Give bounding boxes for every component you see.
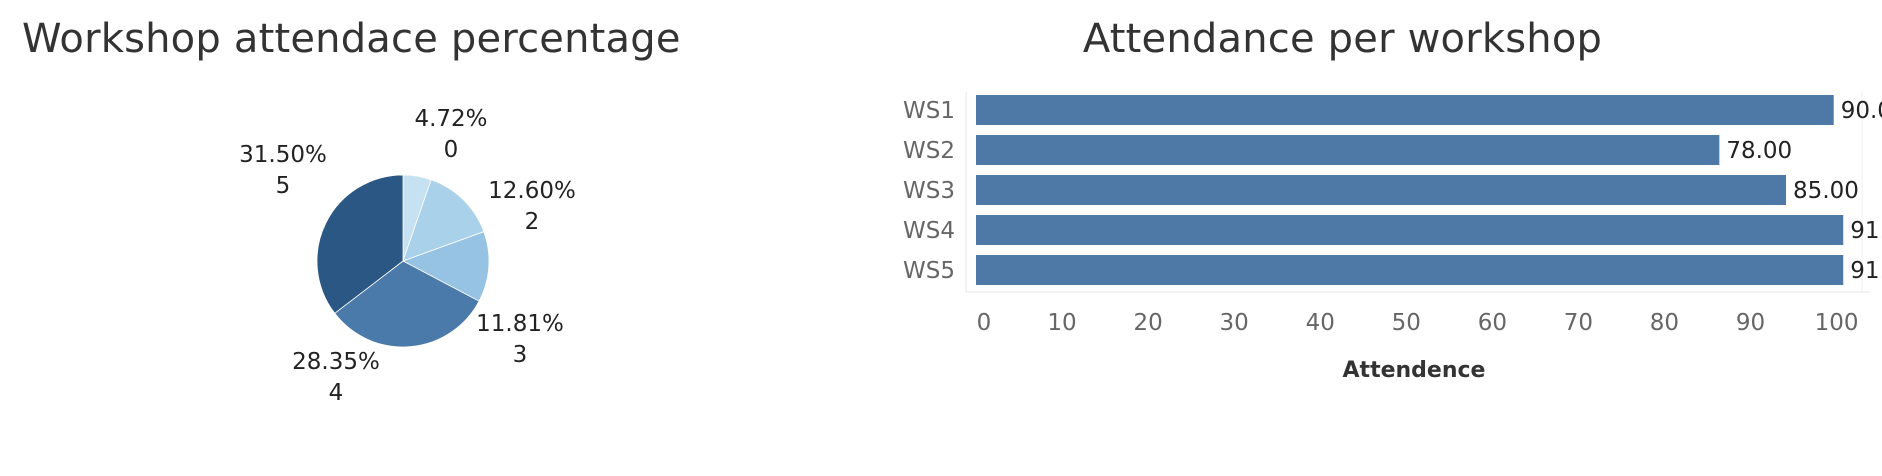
x-tick-label: 30 [1220,310,1249,336]
pie-slice-percent-label: 12.60% [488,178,576,204]
pie-slice-percent-label: 11.81% [476,311,564,337]
pie-slice-percent-label: 31.50% [239,142,327,168]
x-tick-label: 0 [977,310,992,336]
x-axis-title: Attendence [1343,358,1486,383]
x-tick-label: 70 [1564,310,1593,336]
pie-slice-5[interactable] [316,174,404,314]
bar-value-label: 78.00 [1726,138,1792,164]
bar-value-label: 85.00 [1793,178,1859,204]
x-tick-label: 60 [1478,310,1507,336]
bar-ws4[interactable] [976,215,1844,245]
pie-slice-category-label: 3 [513,342,528,368]
pie-slice-2[interactable] [402,179,485,262]
bar-ws5[interactable] [976,255,1844,285]
x-tick-label: 20 [1133,310,1162,336]
pie-slice-category-label: 5 [276,173,291,199]
y-category-label: WS1 [903,98,955,124]
pie-slice-4[interactable] [334,260,480,348]
pie-slice-category-label: 4 [329,380,344,406]
pie-chart-title: Workshop attendace percentage [22,16,681,62]
x-tick-label: 100 [1815,310,1859,336]
pie-slice-category-label: 0 [444,137,459,163]
x-tick-label: 10 [1047,310,1076,336]
bar-ws3[interactable] [976,175,1787,205]
pie-slice-category-label: 2 [525,209,540,235]
bar-ws2[interactable] [976,135,1720,165]
pie-slice-percent-label: 28.35% [292,349,380,375]
bar-value-label: 91.00 [1850,258,1882,284]
bar-value-label: 90.00 [1841,98,1882,124]
bar-chart: WS1 90.00 WS2 78.00 WS3 85.00 WS4 91.00 WS5 91.00… [903,92,1882,383]
bar-chart-title: Attendance per workshop [1082,16,1603,62]
x-tick-label: 90 [1736,310,1765,336]
y-category-label: WS5 [903,258,955,284]
bar-ws1[interactable] [976,95,1834,125]
x-tick-label: 50 [1392,310,1421,336]
y-category-label: WS4 [903,218,955,244]
x-tick-label: 40 [1306,310,1335,336]
bar-value-label: 91.00 [1850,218,1882,244]
y-category-label: WS3 [903,178,955,204]
pie-slice-percent-label: 4.72% [414,106,487,132]
bar-chart-panel: Attendance per workshop WS1 90.00 WS2 78.00… [820,0,1882,476]
x-tick-label: 80 [1650,310,1679,336]
pie-chart-panel: Workshop attendace percentage 4.72% 0 12.6… [0,0,820,476]
pie-slice-3[interactable] [402,231,490,302]
pie-chart: 4.72% 0 12.60% 2 11.81% 3 28.35% 4 31.50% 5 [239,106,576,406]
y-category-label: WS2 [903,138,955,164]
